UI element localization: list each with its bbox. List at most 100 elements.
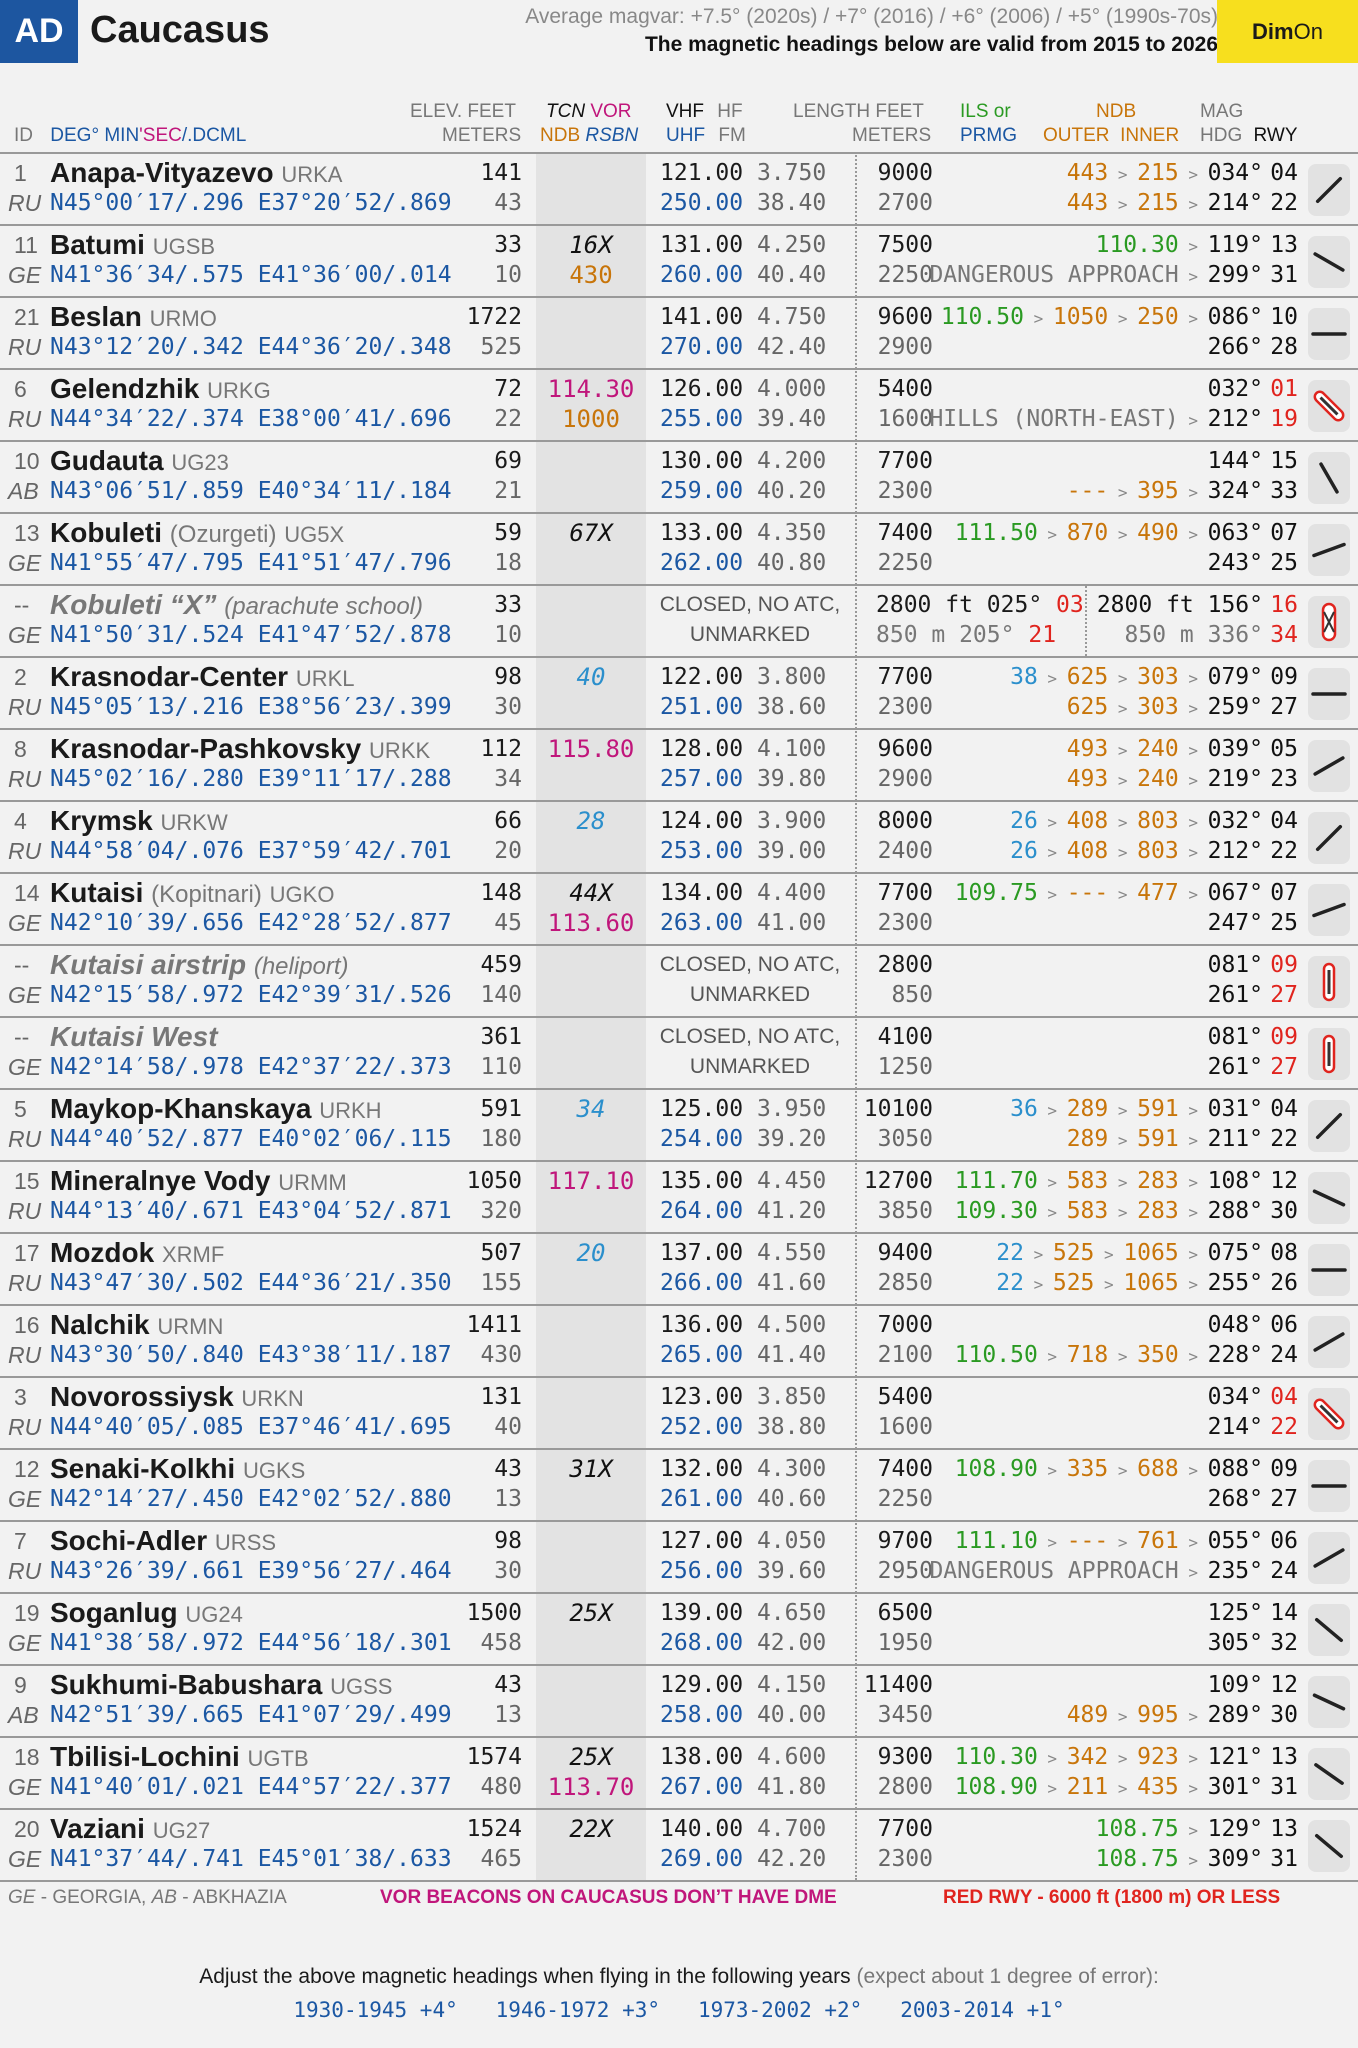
col-mag: MAG	[1200, 101, 1244, 122]
table-row[interactable]: 12 GE Senaki-Kolkhi UGKS N42°14′27/.450 E42…	[0, 1448, 1358, 1520]
table-row[interactable]: 11 GE Batumi UGSB N41°36′34/.575 E41°36′00/…	[0, 224, 1358, 296]
coordinates: N43°30′50/.840 E43°38′11/.187	[50, 1342, 452, 1368]
length-meters: 2900	[877, 334, 933, 360]
elevation-meters: 22	[494, 406, 522, 432]
airport-id: 18	[14, 1744, 40, 1770]
dim-on-button[interactable]: DimOn	[1217, 0, 1358, 63]
country-code: RU	[8, 190, 42, 216]
elevation-meters: 13	[494, 1702, 522, 1728]
uhf-freq: 270.00 42.40	[660, 334, 827, 360]
country-code: RU	[8, 1198, 42, 1224]
elevation-meters: 30	[494, 1558, 522, 1584]
table-row[interactable]: 6 RU Gelendzhik URKG N44°34′22/.374 E38°00′…	[0, 368, 1358, 440]
airport-name: Sukhumi-Babushara UGSS	[50, 1669, 393, 1700]
elevation-meters: 13	[494, 1486, 522, 1512]
airport-id: 19	[14, 1600, 40, 1626]
airport-id: --	[14, 1024, 30, 1050]
elevation-feet: 591	[480, 1096, 522, 1122]
vor-note: VOR BEACONS ON CAUCASUS DON’T HAVE DME	[380, 1887, 837, 1908]
length-feet: 9600	[877, 736, 933, 762]
table-row[interactable]: 7 RU Sochi-Adler URSS N43°26′39/.661 E39°56…	[0, 1520, 1358, 1592]
length-feet: 7400	[877, 520, 933, 546]
table-row[interactable]: 16 RU Nalchik URMN N43°30′50/.840 E43°38′11…	[0, 1304, 1358, 1376]
runway-number-1: 06	[1270, 1312, 1298, 1338]
col-tcn: TCN VOR	[546, 101, 632, 122]
airport-name: Kobuleti “X” (parachute school)	[50, 589, 424, 621]
airport-id: 9	[14, 1672, 27, 1698]
approach-nav-1: 110.50 > 1050 > 250 > 086°	[940, 304, 1263, 330]
uhf-freq: 268.00 42.00	[660, 1630, 827, 1656]
airport-id: 12	[14, 1456, 40, 1482]
vhf-freq: 131.00 4.250	[660, 232, 827, 258]
table-row[interactable]: 17 RU Mozdok XRMF N43°47′30/.502 E44°36′21/…	[0, 1232, 1358, 1304]
runway-a-m: 850 m 205° 21	[876, 622, 1057, 648]
table-row[interactable]: 18 GE Tbilisi-Lochini UGTB N41°40′01/.021 E…	[0, 1736, 1358, 1808]
table-row[interactable]: 21 RU Beslan URMO N43°12′20/.342 E44°36′20/…	[0, 296, 1358, 368]
vhf-freq: 126.00 4.000	[660, 376, 827, 402]
length-feet: 2800	[877, 952, 933, 978]
runway-number-2: 19	[1270, 406, 1298, 432]
table-row[interactable]: 3 RU Novorossiysk URKN N44°40′05/.085 E37°4…	[0, 1376, 1358, 1448]
length-feet: 8000	[877, 808, 933, 834]
col-length-m: METERS	[852, 125, 932, 146]
table-row[interactable]: 5 RU Maykop-Khanskaya URKH N44°40′52/.877 E…	[0, 1088, 1358, 1160]
country-code: RU	[8, 334, 42, 360]
country-code: RU	[8, 406, 42, 432]
runway-diagram-icon	[1308, 1820, 1350, 1872]
approach-nav-1: 081°	[1207, 1024, 1263, 1050]
coordinates: N44°40′05/.085 E37°46′41/.695	[50, 1414, 452, 1440]
vhf-freq: 135.00 4.450	[660, 1168, 827, 1194]
country-code: RU	[8, 838, 42, 864]
table-row[interactable]: 4 RU Krymsk URKW N44°58′04/.076 E37°59′42/.…	[0, 800, 1358, 872]
table-row[interactable]: 14 GE Kutaisi (Kopitnari) UGKO N42°10′39/.6…	[0, 872, 1358, 944]
country-code: AB	[8, 478, 39, 504]
table-row[interactable]: 2 RU Krasnodar-Center URKL N45°05′13/.216 E…	[0, 656, 1358, 728]
approach-nav-1: 111.70 > 583 > 283 > 108°	[954, 1168, 1263, 1194]
runway-diagram-icon	[1308, 1172, 1350, 1224]
runway-diagram-icon	[1308, 1604, 1350, 1656]
length-meters: 2800	[877, 1774, 933, 1800]
table-row[interactable]: 10 AB Gudauta UG23 N43°06′51/.859 E40°34′11…	[0, 440, 1358, 512]
tacan-vor: 40	[576, 663, 606, 691]
elevation-meters: 18	[494, 550, 522, 576]
table-row[interactable]: -- GE Kutaisi airstrip (heliport) N42°15′58…	[0, 944, 1358, 1016]
coordinates: N44°13′40/.671 E43°04′52/.871	[50, 1198, 452, 1224]
table-row[interactable]: 15 RU Mineralnye Vody URMM N44°13′40/.671 E…	[0, 1160, 1358, 1232]
table-row[interactable]: 1 RU Anapa-Vityazevo URKA N45°00′17/.296 E3…	[0, 152, 1358, 224]
runway-number-1: 12	[1270, 1168, 1298, 1194]
elevation-feet: 72	[494, 376, 522, 402]
col-ndb: NDB RSBN	[540, 125, 639, 146]
approach-nav-2: 289 > 591 > 211°	[1066, 1126, 1263, 1152]
coordinates: N43°06′51/.859 E40°34′11/.184	[50, 478, 452, 504]
elevation-feet: 148	[480, 880, 522, 906]
airport-name: Gelendzhik URKG	[50, 373, 271, 404]
table-row[interactable]: 20 GE Vaziani UG27 N41°37′44/.741 E45°01′38…	[0, 1808, 1358, 1880]
elevation-feet: 1722	[466, 304, 522, 330]
approach-nav-1: 110.30 > 342 > 923 > 121°	[954, 1744, 1263, 1770]
elevation-meters: 430	[480, 1342, 522, 1368]
approach-nav-2: 22 > 525 > 1065 > 255°	[996, 1270, 1263, 1296]
length-feet: 7500	[877, 232, 933, 258]
runway-diagram-icon	[1308, 812, 1350, 864]
elevation-feet: 141	[480, 160, 522, 186]
table-row[interactable]: 19 GE Soganlug UG24 N41°38′58/.972 E44°56′1…	[0, 1592, 1358, 1664]
tacan-vor: 31X	[569, 1455, 613, 1483]
uhf-freq: 264.00 41.20	[660, 1198, 827, 1224]
airport-id: 10	[14, 448, 40, 474]
table-row[interactable]: -- GE Kobuleti “X” (parachute school) N41°5…	[0, 584, 1358, 656]
runway-number-2: 30	[1270, 1198, 1298, 1224]
runway-number-1: 09	[1270, 1024, 1298, 1050]
table-row[interactable]: 13 GE Kobuleti (Ozurgeti) UG5X N41°55′47/.7…	[0, 512, 1358, 584]
airport-id: 11	[14, 232, 38, 258]
table-row[interactable]: 8 RU Krasnodar-Pashkovsky URKK N45°02′16/.2…	[0, 728, 1358, 800]
coordinates: N41°38′58/.972 E44°56′18/.301	[50, 1630, 452, 1656]
length-feet: 9600	[877, 304, 933, 330]
length-feet: 5400	[877, 1384, 933, 1410]
table-row[interactable]: -- GE Kutaisi West N42°14′58/.978 E42°37′22…	[0, 1016, 1358, 1088]
ndb-vor: 113.60	[547, 909, 635, 937]
elevation-feet: 43	[494, 1456, 522, 1482]
runway-number-2: 22	[1270, 838, 1298, 864]
tacan-vor: 114.30	[547, 375, 635, 403]
elevation-meters: 45	[494, 910, 522, 936]
table-row[interactable]: 9 AB Sukhumi-Babushara UGSS N42°51′39/.665 …	[0, 1664, 1358, 1736]
